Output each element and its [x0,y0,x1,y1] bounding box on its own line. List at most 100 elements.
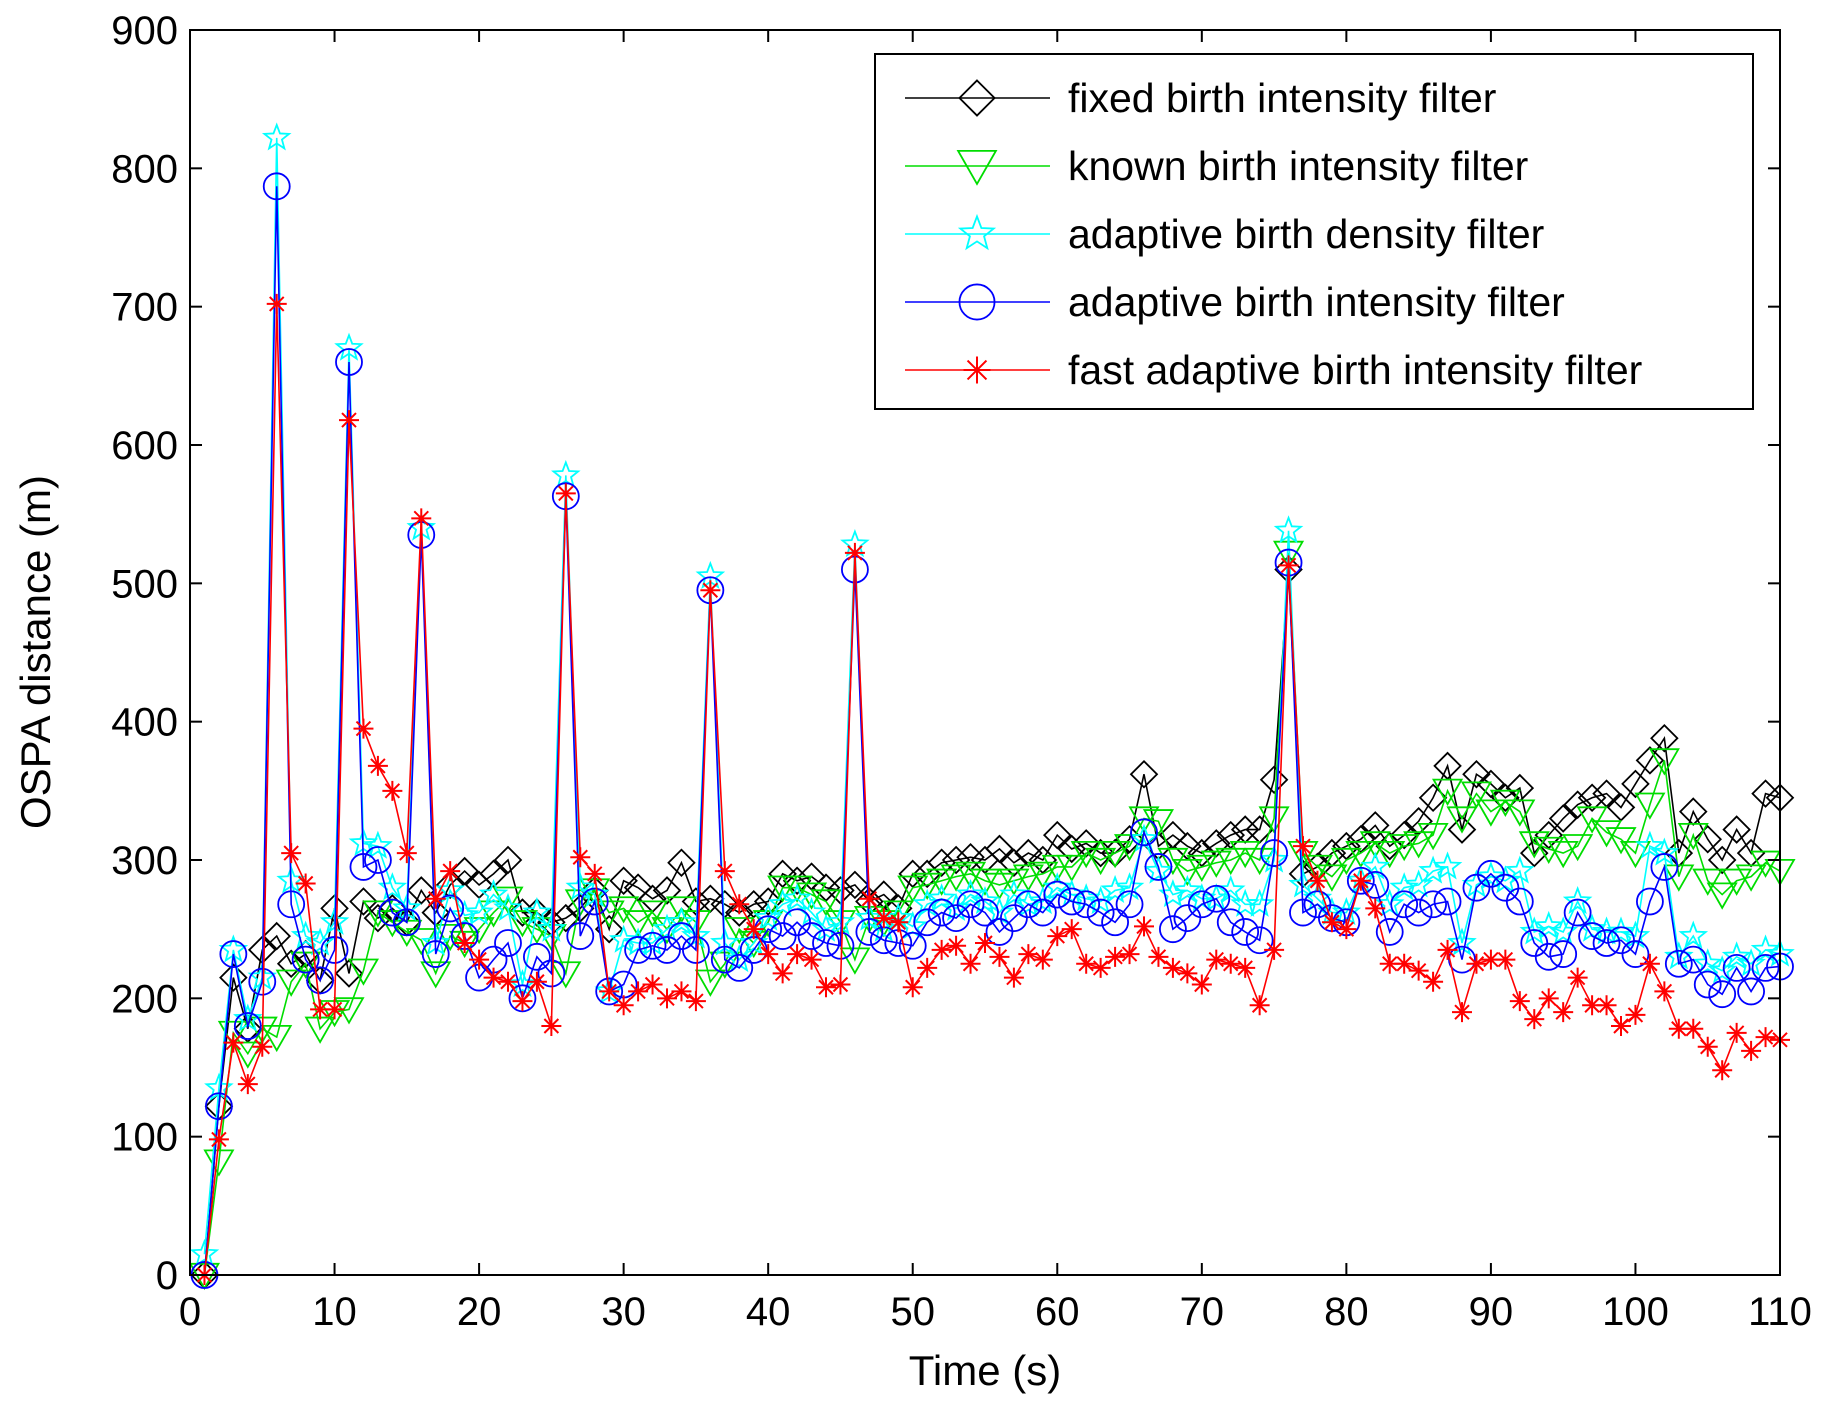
data-point [1144,853,1173,881]
data-point [613,995,634,1016]
x-tick-label: 90 [1469,1290,1514,1334]
data-point [1692,868,1724,896]
data-point [840,870,870,900]
data-point [266,293,287,314]
series-line [203,137,1781,1255]
data-point [898,859,928,889]
data-point [955,879,986,908]
data-point [795,882,828,910]
data-point [652,876,682,905]
data-point [1578,922,1606,950]
data-point [498,971,518,992]
data-point [666,906,697,935]
data-point [1648,748,1680,776]
data-point [956,890,985,919]
data-point [638,931,667,960]
data-point [464,897,494,926]
data-point [392,908,421,937]
data-point [1191,974,1212,995]
data-point [927,848,956,878]
data-point [781,875,813,903]
data-point [768,922,797,950]
data-point [1683,1018,1704,1039]
legend-entries: fixed birth intensity filter known birth … [905,75,1642,393]
data-point [1307,870,1328,891]
data-point [1134,916,1154,937]
data-point [1751,954,1780,982]
data-point [1480,949,1501,970]
data-point [450,856,479,886]
data-point [565,872,596,901]
data-point [189,1238,220,1267]
data-point [869,913,899,942]
data-point [859,888,880,909]
legend-entry: fixed birth intensity filter [905,75,1496,121]
data-point [425,888,446,909]
data-point [1172,874,1203,904]
data-point [729,894,750,915]
data-point [1553,1002,1574,1023]
data-point [396,843,417,864]
series-5 [194,293,1790,1285]
data-point [232,1041,264,1069]
data-point [653,936,681,964]
data-point [261,1024,293,1053]
data-point [1722,815,1751,844]
data-point [971,898,999,927]
data-point [595,977,624,1006]
data-point [1390,890,1419,919]
data-point [1389,820,1419,850]
data-point [1538,988,1559,1009]
data-point [913,908,942,937]
data-point [1394,953,1415,974]
data-point [710,945,739,974]
data-point [1636,887,1664,916]
data-point [1187,890,1216,919]
data-point [1086,898,1115,927]
data-point [1697,1036,1718,1057]
data-point [1518,831,1550,859]
data-point [508,984,537,1013]
data-point [1668,1018,1689,1039]
data-point [667,922,696,950]
data-point [628,981,649,1002]
legend-marker-sample [958,79,996,117]
data-point [1057,834,1087,864]
data-point [917,957,938,978]
y-tick-label: 500 [111,562,178,606]
data-point [1590,820,1623,848]
data-point [782,883,812,912]
data-point [262,172,291,201]
data-point [1639,953,1660,974]
data-point [667,848,696,878]
data-point [1721,941,1752,970]
data-point [1042,820,1072,850]
data-point [1605,827,1637,855]
data-point [1679,945,1708,974]
y-tick-label: 300 [111,839,178,883]
data-point [998,868,1030,896]
data-point [1650,723,1679,753]
data-point [954,861,987,889]
data-point [1635,746,1665,775]
series-3 [189,122,1795,1267]
data-point [1491,783,1520,813]
data-point [1737,977,1765,1006]
data-point [1625,1004,1646,1025]
data-point [1129,759,1159,789]
data-point [1027,861,1059,889]
data-point [1452,1002,1472,1023]
data-point [449,899,480,928]
data-point [1000,904,1028,932]
data-point [1085,885,1116,915]
data-point [188,1262,221,1291]
data-point [1220,953,1241,974]
data-point [347,958,380,986]
data-point [1345,840,1377,869]
data-point [1331,897,1362,926]
data-point [364,846,392,874]
data-point [1547,840,1579,869]
data-point [261,122,292,151]
data-point [844,542,865,563]
data-point [724,898,754,927]
